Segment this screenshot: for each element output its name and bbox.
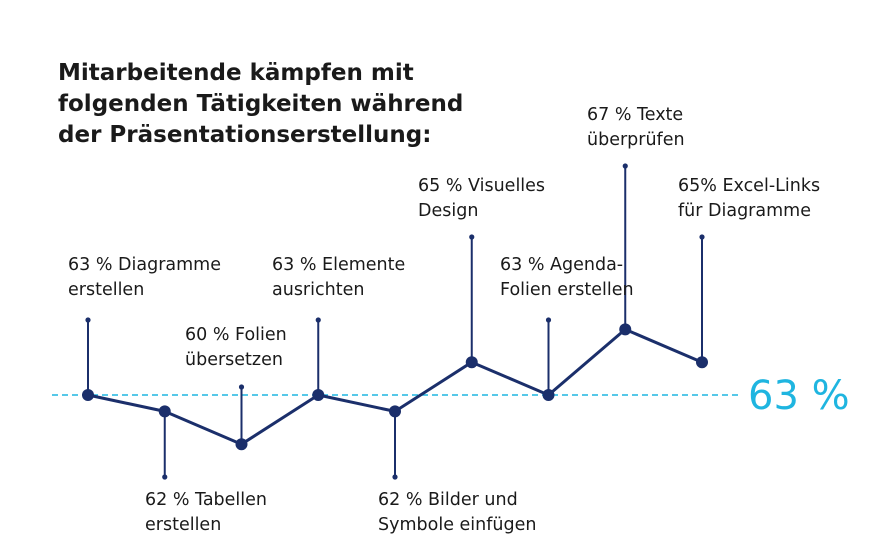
data-label: 62 % Tabellen	[145, 490, 267, 510]
data-label: 63 % Diagramme	[68, 255, 221, 275]
data-label: erstellen	[68, 280, 144, 300]
data-point	[619, 323, 632, 336]
leader-end-dot	[622, 163, 628, 169]
leader-end-dot	[469, 234, 475, 240]
data-point	[312, 389, 325, 401]
data-label: 65 % Visuelles	[418, 176, 545, 196]
data-label: 63 % Agenda-	[500, 255, 623, 275]
leader-end-dot	[545, 317, 552, 323]
data-point	[465, 356, 478, 369]
leader-end-dot	[315, 317, 321, 323]
leader-end-dot	[699, 234, 705, 240]
data-label: übersetzen	[185, 350, 283, 370]
data-label: Design	[418, 201, 478, 221]
data-label: ausrichten	[272, 280, 364, 300]
leader-end-dot	[85, 317, 91, 323]
data-label: für Diagramme	[678, 201, 811, 221]
chart-title-line: Mitarbeitende kämpfen mit	[58, 60, 414, 86]
data-point	[82, 389, 94, 401]
data-label: überprüfen	[587, 130, 685, 150]
data-point	[696, 356, 708, 369]
leader-end-dot	[238, 384, 245, 390]
data-label: 63 % Elemente	[272, 255, 405, 275]
data-label: 60 % Folien	[185, 325, 287, 345]
data-point	[542, 389, 555, 401]
average-label: 63 %	[748, 373, 850, 419]
data-label: 62 % Bilder und	[378, 490, 518, 510]
data-label: 65% Excel-Links	[678, 176, 820, 196]
data-label: erstellen	[145, 515, 221, 535]
leader-end-dot	[392, 474, 398, 480]
data-label: Symbole einfügen	[378, 515, 536, 535]
chart-title: Mitarbeitende kämpfen mit folgenden Täti…	[58, 58, 478, 151]
chart-title-line: der Präsentationserstellung:	[58, 122, 432, 148]
data-label: 67 % Texte	[587, 105, 683, 125]
data-label: Folien erstellen	[500, 280, 634, 300]
leader-end-dot	[162, 474, 168, 480]
data-point	[235, 438, 248, 451]
data-point	[158, 405, 171, 418]
data-point	[389, 405, 401, 418]
chart-title-line: folgenden Tätigkeiten während	[58, 91, 464, 117]
